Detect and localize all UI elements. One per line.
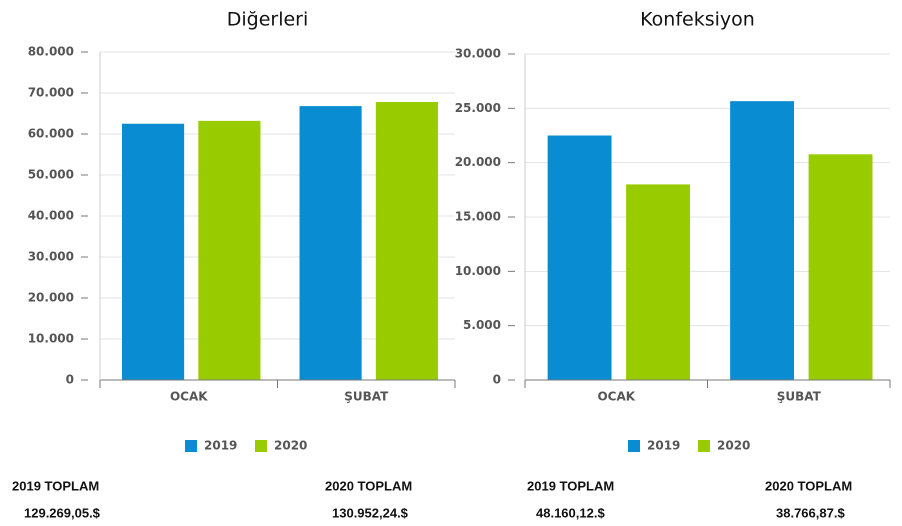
bar xyxy=(547,135,612,380)
total-value: 129.269,05.$ xyxy=(24,505,101,520)
bar xyxy=(375,102,438,381)
y-tick-label: 25.000 xyxy=(455,101,501,115)
legend-swatch xyxy=(628,440,640,452)
y-tick-label: 15.000 xyxy=(455,210,501,224)
bar xyxy=(299,106,362,381)
total-value: 48.160,12.$ xyxy=(536,505,605,520)
y-tick-label: 20.000 xyxy=(28,291,74,305)
x-tick-label: ŞUBAT xyxy=(344,390,389,404)
bar xyxy=(122,123,185,380)
total-value: 38.766,87.$ xyxy=(776,505,845,520)
x-tick-label: OCAK xyxy=(597,390,635,404)
y-tick-label: 30.000 xyxy=(455,47,501,61)
total-label: 2019 TOPLAM xyxy=(527,478,614,493)
y-tick-label: 50.000 xyxy=(28,168,74,182)
y-tick-label: 80.000 xyxy=(28,45,74,59)
bar xyxy=(626,184,690,380)
bar xyxy=(808,154,873,380)
bar xyxy=(198,120,261,380)
y-tick-label: 30.000 xyxy=(28,250,74,264)
chart-title: Konfeksiyon xyxy=(640,9,755,31)
legend-label: 2019 xyxy=(647,439,680,453)
total-value: 130.952,24.$ xyxy=(332,505,409,520)
x-tick-label: OCAK xyxy=(170,390,208,404)
legend-label: 2020 xyxy=(717,439,750,453)
legend-swatch xyxy=(185,440,197,452)
legend-swatch xyxy=(698,440,710,452)
y-tick-label: 20.000 xyxy=(455,155,501,169)
legend-label: 2019 xyxy=(204,439,237,453)
chart-title: Diğerleri xyxy=(227,9,309,31)
total-label: 2020 TOPLAM xyxy=(765,478,852,493)
total-label: 2020 TOPLAM xyxy=(325,478,412,493)
y-tick-label: 0 xyxy=(493,373,501,387)
y-tick-label: 10.000 xyxy=(455,264,501,278)
y-tick-label: 60.000 xyxy=(28,127,74,141)
y-tick-label: 10.000 xyxy=(28,332,74,346)
x-tick-label: ŞUBAT xyxy=(777,390,822,404)
y-tick-label: 70.000 xyxy=(28,86,74,100)
total-label: 2019 TOPLAM xyxy=(12,478,99,493)
legend-label: 2020 xyxy=(274,439,307,453)
legend-swatch xyxy=(255,440,267,452)
bar xyxy=(730,101,795,381)
y-tick-label: 5.000 xyxy=(463,318,501,332)
y-tick-label: 0 xyxy=(66,373,74,387)
y-tick-label: 40.000 xyxy=(28,209,74,223)
